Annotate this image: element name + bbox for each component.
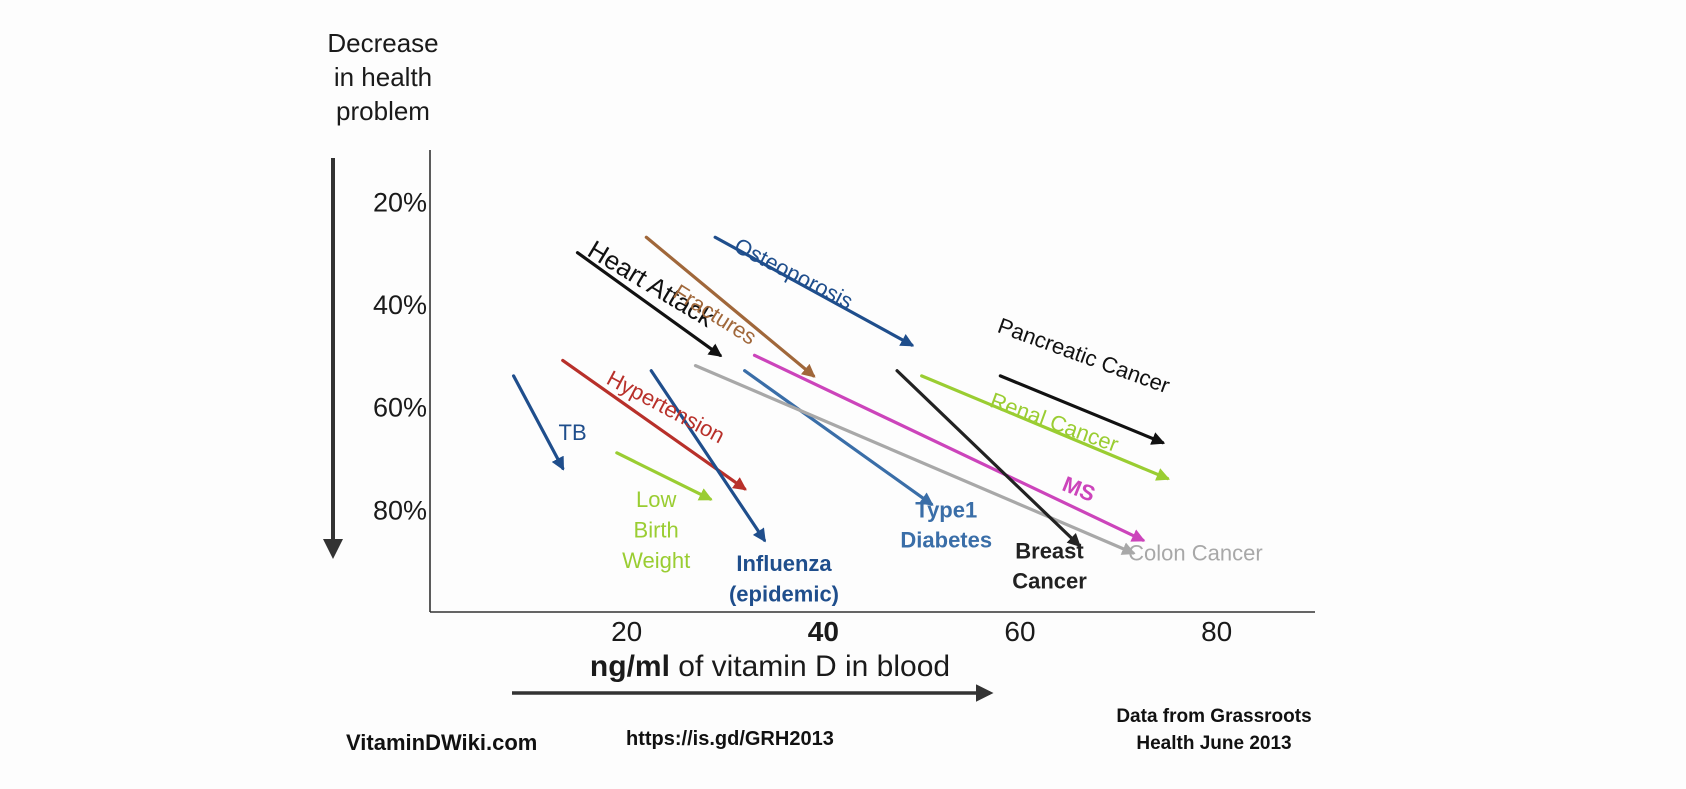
osteoporosis-label: Osteoporosis xyxy=(730,233,857,314)
footer-url: https://is.gd/GRH2013 xyxy=(626,728,834,750)
x-tick-label: 40 xyxy=(808,616,839,647)
x-tick-label: 60 xyxy=(1004,616,1035,647)
pancreatic-cancer-arrow xyxy=(998,374,1166,445)
x-axis-title: ng/ml of vitamin D in blood xyxy=(590,650,950,683)
colon-cancer-label: Colon Cancer xyxy=(1128,541,1263,566)
series-arrows xyxy=(511,235,1170,555)
x-tick-labels: 20 40 60 80 xyxy=(611,616,1232,647)
type1-diabetes-arrow xyxy=(743,369,934,506)
x-axis-title: ng/ml of vitamin D in blood xyxy=(590,650,950,683)
y-tick-label: 20% xyxy=(373,187,427,217)
y-axis-title-line: in health xyxy=(334,62,432,92)
y-axis-title-line: Decrease xyxy=(327,28,438,58)
series-labels: TB Hypertension Low Birth Weight Influenza (ep… xyxy=(559,233,1263,607)
footer-source-line-2: Health June 2013 xyxy=(1136,733,1292,754)
breast-cancer-label: Breast Cancer xyxy=(1012,538,1087,593)
axes xyxy=(323,150,1315,702)
breast-cancer-arrow xyxy=(895,369,1081,548)
type1-diabetes-label: Type1 Diabetes xyxy=(900,497,992,552)
osteoporosis-arrow xyxy=(713,235,915,347)
y-axis-title-line: problem xyxy=(336,96,430,126)
heart-attack-arrow xyxy=(575,251,723,357)
x-tick-label: 80 xyxy=(1201,616,1232,647)
y-tick-label: 80% xyxy=(373,495,427,525)
low-birth-weight-label: Low Birth Weight xyxy=(622,487,690,573)
low-birth-weight-arrow xyxy=(615,451,713,501)
ms-arrow xyxy=(752,353,1146,542)
fractures-arrow xyxy=(644,235,816,378)
footer-source-line-1: Data from Grassroots xyxy=(1116,706,1312,727)
influenza-epidemic-arrow xyxy=(649,369,766,543)
hypertension-label: Hypertension xyxy=(603,365,729,448)
footer-source-note: Data from Grassroots Health June 2013 xyxy=(1064,703,1364,757)
y-tick-labels: 20% 40% 60% 80% xyxy=(373,187,427,525)
renal-cancer-arrow xyxy=(920,374,1170,481)
footer-site-name: VitaminDWiki.com xyxy=(346,730,538,755)
tb-label: TB xyxy=(559,420,587,445)
y-axis-title: Decrease in health problem xyxy=(327,28,438,126)
tb-arrow xyxy=(511,374,565,471)
y-tick-label: 60% xyxy=(373,393,427,423)
colon-cancer-arrow xyxy=(693,364,1136,555)
influenza-epidemic-label: Influenza (epidemic) xyxy=(729,551,839,606)
y-tick-label: 40% xyxy=(373,290,427,320)
x-tick-label: 20 xyxy=(611,616,642,647)
